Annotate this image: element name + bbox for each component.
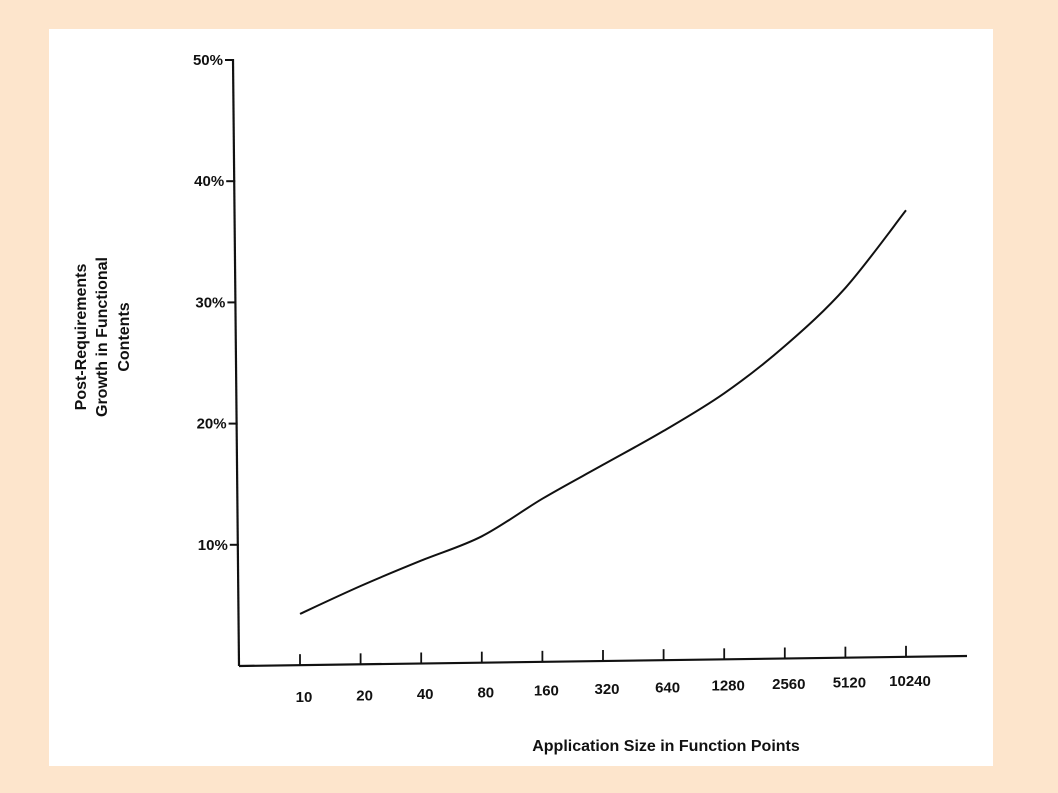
y-tick-label-10: 10% bbox=[198, 537, 228, 554]
y-axis-title-line-1: Post-Requirements bbox=[73, 264, 90, 411]
x-tick-label-20: 20 bbox=[356, 688, 373, 705]
y-axis-title-line-2: Growth in Functional bbox=[94, 257, 111, 417]
x-tick-label-10240: 10240 bbox=[889, 673, 931, 690]
x-tick-label-320: 320 bbox=[594, 681, 619, 698]
y-axis-line bbox=[231, 58, 241, 667]
x-tick-label-80: 80 bbox=[477, 684, 494, 701]
line-chart: 10% 20% 30% 40% 50% 10 20 40 80 160 320 640 1280 2560… bbox=[73, 52, 968, 755]
chart-panel: 10% 20% 30% 40% 50% 10 20 40 80 160 320 640 1280 2560… bbox=[49, 29, 993, 766]
y-tick-label-30: 30% bbox=[195, 294, 225, 311]
y-tick-label-50: 50% bbox=[193, 52, 223, 69]
x-tick-label-1280: 1280 bbox=[712, 678, 745, 695]
x-tick-label-40: 40 bbox=[417, 686, 434, 703]
x-tick-label-640: 640 bbox=[655, 679, 680, 696]
y-tick-label-40: 40% bbox=[194, 173, 224, 190]
x-tick-label-10: 10 bbox=[296, 689, 313, 706]
x-tick-label-160: 160 bbox=[534, 683, 559, 700]
series-line-0 bbox=[299, 209, 907, 615]
x-tick-label-5120: 5120 bbox=[833, 674, 866, 691]
x-tick-label-2560: 2560 bbox=[772, 676, 805, 693]
y-axis-title-line-3: Contents bbox=[116, 302, 133, 371]
y-tick-label-20: 20% bbox=[197, 416, 227, 433]
x-axis-title: Application Size in Function Points bbox=[532, 738, 800, 755]
